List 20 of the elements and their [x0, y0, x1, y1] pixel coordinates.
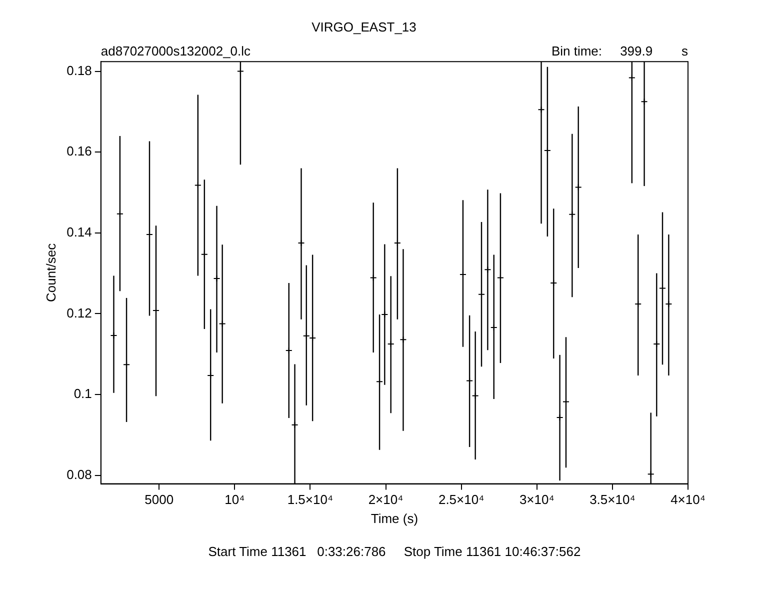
- x-tick-label: 10⁴: [224, 492, 245, 508]
- text: ad87027000s132002_0.lc: [100, 44, 252, 59]
- y-tick-label: 0.18: [66, 62, 92, 78]
- y-tick-label: 0.08: [66, 466, 92, 482]
- x-tick-label: 1.5×10⁴: [287, 492, 334, 508]
- y-tick-label: 0.14: [66, 224, 92, 240]
- x-tick-label: 5000: [144, 492, 174, 508]
- text: Bin time: 399.9 s: [551, 44, 688, 59]
- x-axis-title: Time (s): [370, 510, 418, 526]
- y-tick-label: 0.1: [74, 386, 92, 402]
- y-axis-title: Count/sec: [43, 242, 58, 302]
- chart-title: VIRGO_EAST_13: [312, 19, 416, 34]
- y-tick-label: 0.16: [66, 144, 92, 159]
- x-tick-label: 3.5×10⁴: [590, 492, 636, 508]
- x-tick-label: 3×10⁴: [519, 492, 554, 508]
- y-tick-label: 0.12: [66, 305, 92, 320]
- x-tick-label: 2.5×10⁴: [438, 492, 484, 508]
- x-tick-label: 4×10⁴: [670, 492, 706, 508]
- x-tick-label: 2×10⁴: [368, 492, 404, 508]
- text: Start Time 11361 0:33:26:786 Stop Time 11361 10:46:37:562: [208, 544, 581, 559]
